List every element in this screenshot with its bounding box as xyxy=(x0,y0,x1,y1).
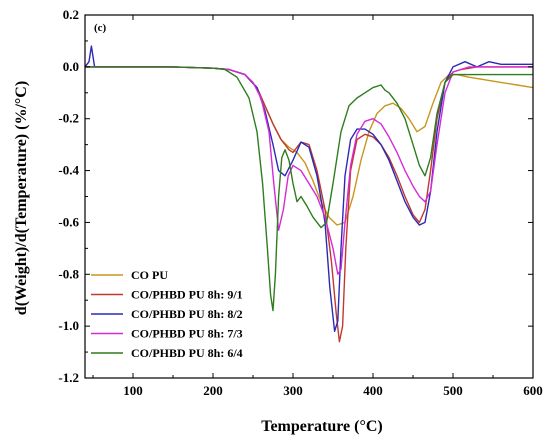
legend-label-1: CO PU xyxy=(131,268,168,282)
x-tick-label: 300 xyxy=(283,383,303,398)
y-tick-label: 0.0 xyxy=(63,59,79,74)
axes: 100 200 300 400 500 600 0.2 0.0 -0.2 -0.4 -0.6 -0.8… xyxy=(58,7,542,398)
plot-area xyxy=(85,45,533,343)
y-tick-label: -0.6 xyxy=(58,214,79,229)
y-tick-label: -0.8 xyxy=(58,266,79,281)
y-tick-label: -0.2 xyxy=(58,111,79,126)
x-tick-label: 400 xyxy=(363,383,383,398)
x-tick-label: 600 xyxy=(523,383,543,398)
x-tick-label: 200 xyxy=(203,383,223,398)
legend-label-3: CO/PHBD PU 8h: 8/2 xyxy=(131,307,243,321)
x-tick-label: 100 xyxy=(123,383,143,398)
legend-label-4: CO/PHBD PU 8h: 7/3 xyxy=(131,327,243,341)
y-tick-label: -1.2 xyxy=(58,370,79,385)
legend: CO PU CO/PHBD PU 8h: 9/1 CO/PHBD PU 8h: 8/… xyxy=(91,268,243,360)
y-tick-label: 0.2 xyxy=(63,7,79,22)
series-line-4 xyxy=(85,66,533,275)
x-axis-title: Temperature (°C) xyxy=(261,418,382,435)
legend-label-5: CO/PHBD PU 8h: 6/4 xyxy=(131,346,243,360)
legend-label-2: CO/PHBD PU 8h: 9/1 xyxy=(131,288,243,302)
y-tick-label: -1.0 xyxy=(58,318,79,333)
series-layer xyxy=(85,45,533,343)
y-axis-title: d(Weight)/d(Temperature) (%/°C) xyxy=(13,81,30,315)
series-line-5 xyxy=(85,66,533,312)
panel-label: (c) xyxy=(94,22,107,34)
x-tick-label: 500 xyxy=(443,383,463,398)
y-tick-label: -0.4 xyxy=(58,163,79,178)
